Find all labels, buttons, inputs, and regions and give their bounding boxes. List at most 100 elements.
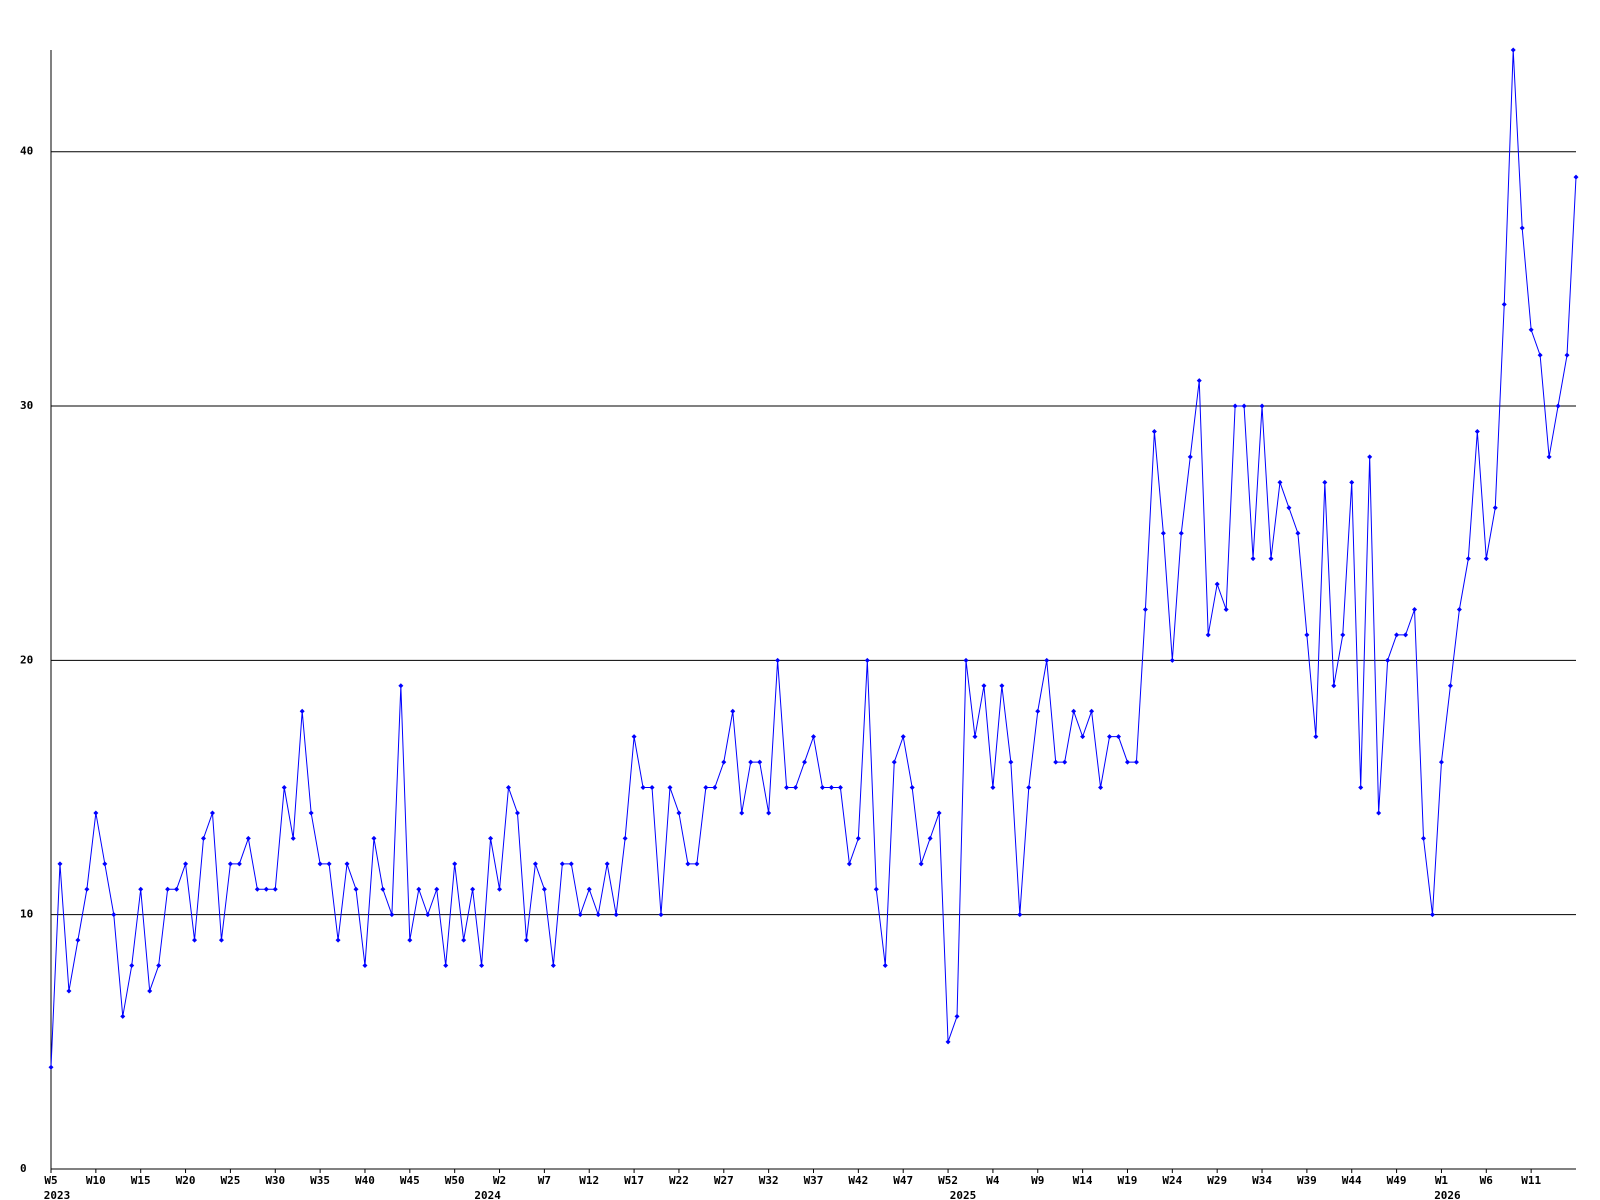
data-point <box>604 861 610 867</box>
data-point <box>936 810 942 816</box>
x-tick-label: W15 <box>131 1174 151 1187</box>
x-tick-label: W2 <box>493 1174 506 1187</box>
data-point <box>174 886 180 892</box>
data-point <box>1519 225 1525 231</box>
data-point <box>1008 759 1014 765</box>
data-point <box>183 861 189 867</box>
x-tick-label: W20 <box>176 1174 196 1187</box>
data-point <box>362 963 368 969</box>
data-point <box>846 861 852 867</box>
data-point <box>398 683 404 689</box>
x-tick-label: W29 <box>1207 1174 1227 1187</box>
data-point <box>595 912 601 918</box>
data-point <box>209 810 215 816</box>
data-point <box>891 759 897 765</box>
x-tick-label: W50 <box>445 1174 465 1187</box>
x-tick-label: W42 <box>848 1174 868 1187</box>
y-tick-label: 40 <box>20 145 33 158</box>
data-point <box>559 861 565 867</box>
data-point <box>102 861 108 867</box>
year-label: 2025 <box>950 1189 977 1200</box>
data-point <box>999 683 1005 689</box>
data-point <box>245 835 251 841</box>
data-point <box>667 785 673 791</box>
data-point <box>927 835 933 841</box>
data-point <box>1483 556 1489 562</box>
data-point <box>1232 403 1238 409</box>
data-point <box>371 835 377 841</box>
data-point <box>1241 403 1247 409</box>
data-point <box>918 861 924 867</box>
data-point <box>93 810 99 816</box>
x-tick-label: W32 <box>759 1174 779 1187</box>
data-point <box>1501 301 1507 307</box>
data-point <box>855 835 861 841</box>
year-label: 2023 <box>44 1189 71 1200</box>
data-point <box>272 886 278 892</box>
data-point <box>1573 174 1579 180</box>
y-tick-label: 0 <box>20 1162 27 1175</box>
data-point <box>57 861 63 867</box>
data-point <box>1349 479 1355 485</box>
year-label: 2024 <box>474 1189 501 1200</box>
data-point <box>1367 454 1373 460</box>
data-point <box>1331 683 1337 689</box>
data-point <box>344 861 350 867</box>
data-point <box>1116 734 1121 740</box>
data-point <box>649 785 655 791</box>
data-point <box>909 785 915 791</box>
data-point <box>990 785 996 791</box>
data-point <box>84 886 90 892</box>
data-point <box>1421 835 1426 841</box>
data-point <box>1062 759 1068 765</box>
data-point <box>1385 657 1391 663</box>
x-tick-label: W34 <box>1252 1174 1272 1187</box>
data-point <box>748 759 754 765</box>
data-point <box>1044 657 1050 663</box>
data-point <box>1142 607 1148 612</box>
data-point <box>1564 352 1570 358</box>
data-point <box>1304 632 1310 638</box>
data-point <box>811 734 816 740</box>
data-point <box>452 861 458 867</box>
data-point <box>165 886 171 892</box>
data-point <box>389 912 395 918</box>
data-point <box>900 734 906 740</box>
year-label: 2026 <box>1434 1189 1461 1200</box>
data-point <box>1429 912 1435 918</box>
data-point <box>111 912 117 918</box>
data-point <box>201 835 206 841</box>
data-point <box>837 785 843 791</box>
data-point <box>299 708 305 714</box>
data-point <box>1376 810 1382 816</box>
x-tick-label: W37 <box>804 1174 824 1187</box>
data-point <box>1205 632 1211 638</box>
y-tick-label: 10 <box>20 908 33 921</box>
x-tick-label: W52 <box>938 1174 958 1187</box>
data-point <box>1492 505 1498 511</box>
x-tick-label: W25 <box>220 1174 240 1187</box>
data-point <box>1340 632 1346 638</box>
data-point <box>819 785 825 791</box>
data-point <box>443 963 449 969</box>
data-point <box>1196 378 1202 384</box>
data-point <box>766 810 772 816</box>
data-point <box>775 657 781 663</box>
data-point <box>1510 47 1516 53</box>
x-tick-label: W1 <box>1435 1174 1449 1187</box>
data-point <box>380 886 386 892</box>
data-point <box>317 861 323 867</box>
x-tick-label: W30 <box>265 1174 285 1187</box>
data-point <box>1035 708 1041 714</box>
data-point <box>147 988 153 994</box>
data-point <box>120 1013 126 1019</box>
data-point <box>488 835 494 841</box>
data-point <box>48 1064 54 1070</box>
data-point <box>972 734 978 740</box>
data-point <box>506 785 511 791</box>
data-point <box>1528 327 1534 333</box>
x-tick-label: W9 <box>1031 1174 1044 1187</box>
data-point <box>1053 759 1059 765</box>
data-point <box>1026 785 1032 791</box>
data-point <box>138 886 144 892</box>
